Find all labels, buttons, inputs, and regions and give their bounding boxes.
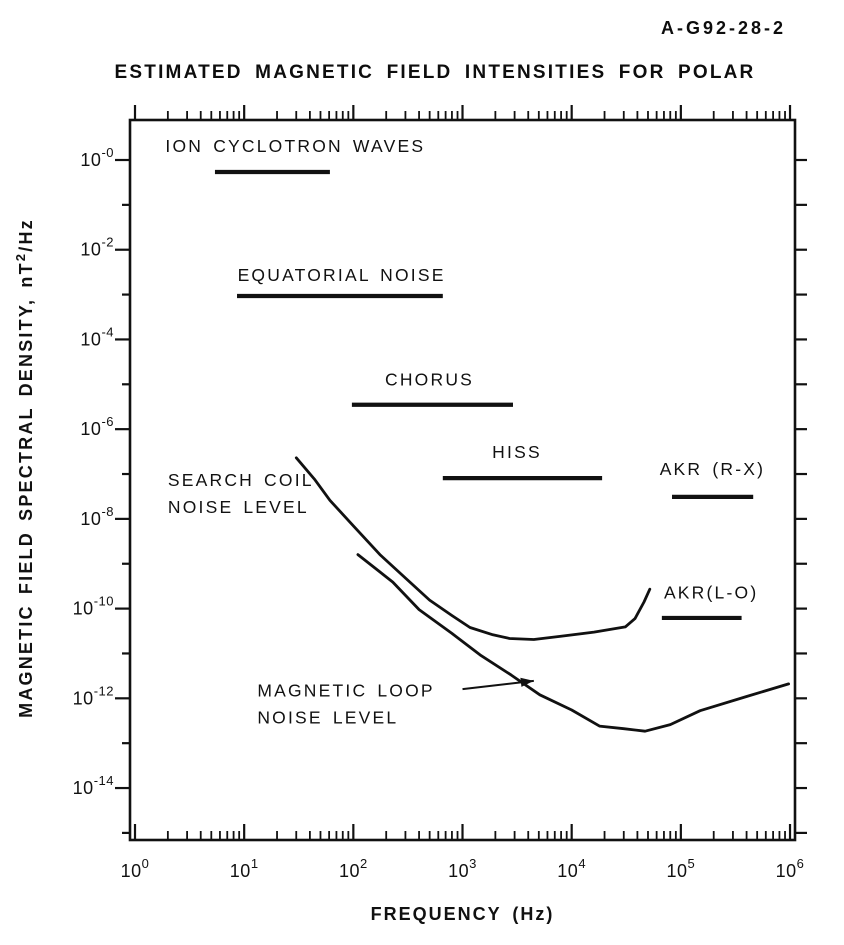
y-tick-label: 10-10 — [73, 594, 114, 619]
x-tick-label: 102 — [339, 856, 368, 881]
figure-id: A-G92-28-2 — [660, 18, 786, 38]
x-tick-label: 105 — [666, 856, 695, 881]
y-tick-label: 10-14 — [73, 773, 114, 798]
x-axis-title: FREQUENCY (Hz) — [371, 904, 555, 924]
annotation-search-coil-noise-level: NOISE LEVEL — [168, 497, 309, 517]
band-label-ion-cyclotron-waves: ION CYCLOTRON WAVES — [165, 136, 425, 156]
x-tick-label: 101 — [230, 856, 259, 881]
y-tick-label: 10-2 — [80, 235, 114, 260]
curve-search-coil-noise-level — [294, 456, 652, 641]
x-tick-label: 106 — [776, 856, 805, 881]
x-tick-label: 100 — [121, 856, 150, 881]
y-tick-label: 10-12 — [73, 683, 114, 708]
x-tick-label: 103 — [448, 856, 477, 881]
annotation-magnetic-loop-noise-level: NOISE LEVEL — [257, 707, 398, 727]
x-tick-label: 104 — [557, 856, 586, 881]
band-label-akr-l-o: AKR(L-O) — [664, 582, 758, 602]
chart-title: ESTIMATED MAGNETIC FIELD INTENSITIES FOR… — [114, 62, 756, 83]
annotation-magnetic-loop-noise-level: MAGNETIC LOOP — [257, 680, 434, 700]
band-label-akr-r-x: AKR (R-X) — [660, 459, 765, 479]
annotation-arrow-head — [520, 677, 534, 687]
band-label-equatorial-noise: EQUATORIAL NOISE — [238, 265, 446, 285]
band-label-chorus: CHORUS — [385, 369, 474, 389]
y-tick-label: 10-4 — [80, 324, 114, 349]
band-label-hiss: HISS — [492, 442, 542, 462]
y-tick-label: 10-0 — [80, 145, 114, 170]
y-tick-label: 10-8 — [80, 504, 114, 529]
curve-magnetic-loop-noise-level — [356, 553, 790, 733]
y-axis-title: MAGNETIC FIELD SPECTRAL DENSITY, nT2/Hz — [13, 218, 36, 718]
y-tick-label: 10-6 — [80, 414, 114, 439]
annotation-search-coil-noise-level: SEARCH COIL — [168, 470, 314, 490]
